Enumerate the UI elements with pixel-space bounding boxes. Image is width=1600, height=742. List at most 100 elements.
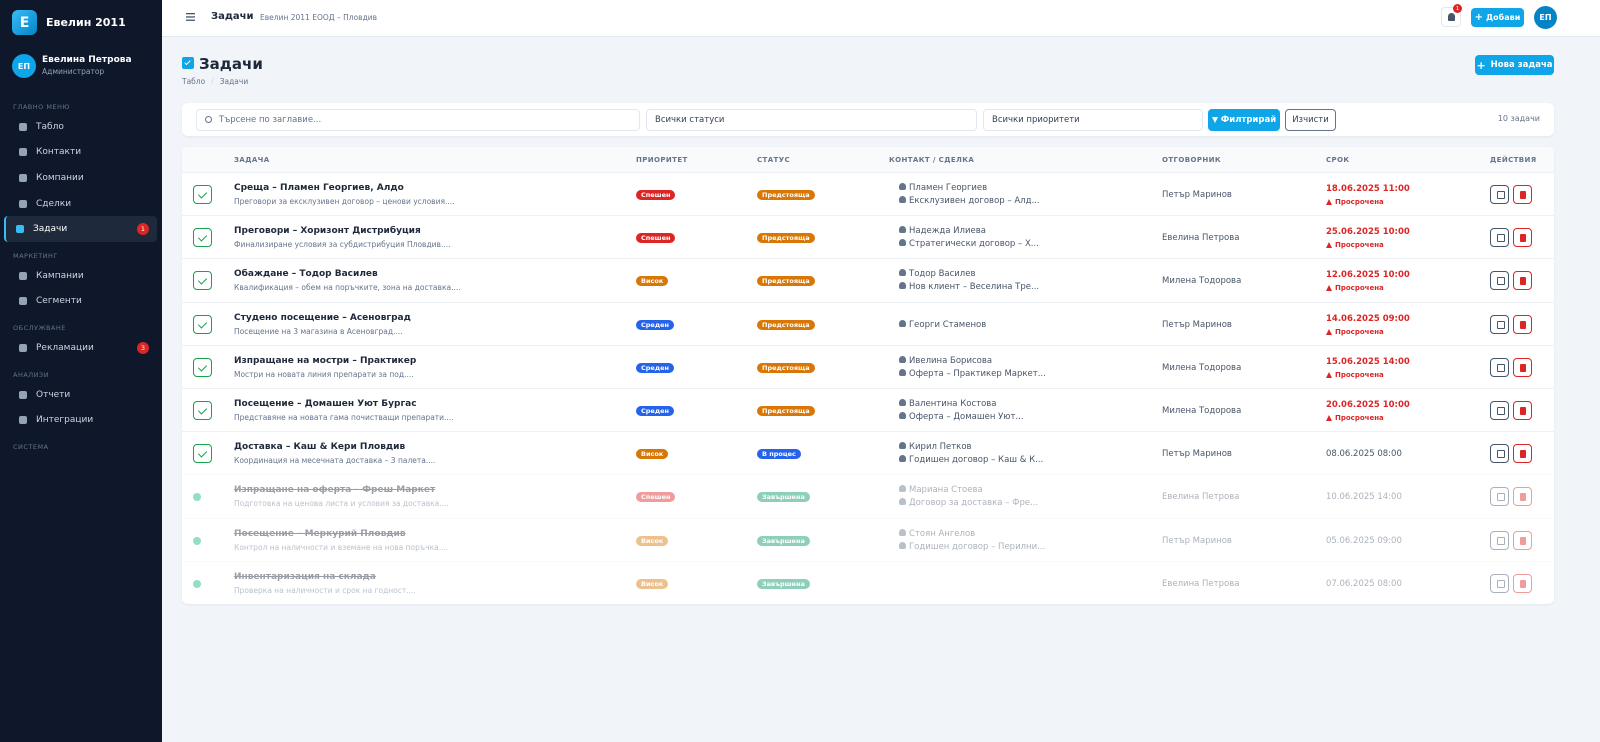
task-description: Контрол на наличности и вземане на нова … [234, 542, 449, 552]
topbar-title: Задачи [211, 11, 254, 22]
delete-button[interactable] [1513, 487, 1532, 507]
nav-item[interactable]: Интеграции [4, 407, 157, 433]
task-description: Посещение на 3 магазина в Асеновград.... [234, 326, 403, 336]
contact: Тодор Василев [899, 269, 975, 279]
edit-button[interactable] [1490, 314, 1509, 334]
column-header: ДЕЙСТВИЯ [1490, 156, 1537, 164]
column-header: СТАТУС [757, 156, 791, 164]
topbar: Задачи Евелин 2011 ЕООД – Пловдив 1 + Доб… [162, 0, 1600, 37]
overdue-label: Просрочена [1335, 284, 1384, 293]
status-select[interactable]: Всички статуси [646, 109, 977, 131]
nav-item[interactable]: Табло [4, 114, 157, 140]
deal-name: Годишен договор – Каш & К... [909, 455, 1044, 466]
avatar[interactable]: ЕП [1534, 6, 1557, 29]
edit-button[interactable] [1490, 530, 1509, 550]
complete-checkbox[interactable] [193, 401, 212, 420]
search-input[interactable]: Търсене по заглавие... [196, 109, 640, 131]
delete-button[interactable] [1513, 444, 1532, 464]
nav-item[interactable]: Рекламации 3 [4, 335, 157, 361]
column-header: СРОК [1326, 156, 1350, 164]
logo: Е [12, 10, 37, 35]
status-select-label: Всички статуси [655, 115, 725, 125]
priority-badge: Висок [636, 578, 669, 589]
edit-button[interactable] [1490, 271, 1509, 291]
task-row: Изпращане на мостри – Практикер Мостри на… [182, 344, 1554, 388]
done-indicator [193, 493, 201, 502]
sidebar: Е Евелин 2011 ЕП Евелина Петрова Админис… [0, 0, 162, 742]
menu-toggle[interactable] [186, 13, 195, 21]
edit-button[interactable] [1490, 228, 1509, 248]
nav-item[interactable]: Сделки [4, 191, 157, 217]
nav-label: Компании [36, 172, 84, 183]
new-task-button[interactable]: + Нова задача [1475, 55, 1554, 75]
delete-button[interactable] [1513, 573, 1532, 593]
user-name: Евелина Петрова [42, 55, 132, 65]
delete-button[interactable] [1513, 185, 1532, 204]
nav-item[interactable]: Компании [4, 165, 157, 191]
nav-label: Табло [36, 121, 64, 132]
overdue-flag: Просрочена [1326, 198, 1384, 206]
nav-icon [19, 416, 27, 425]
nav-item[interactable]: Задачи 1 [4, 216, 157, 242]
owner: Петър Маринов [1162, 319, 1232, 330]
status-badge: Завършена [757, 492, 810, 503]
status-badge: Предстояща [757, 406, 815, 416]
status-badge: Предстояща [757, 362, 815, 373]
task-title: Студено посещение – Асеновград [234, 312, 411, 323]
complete-checkbox[interactable] [193, 444, 212, 464]
edit-button[interactable] [1490, 573, 1509, 593]
edit-button[interactable] [1490, 357, 1509, 377]
delete-button[interactable] [1513, 228, 1532, 248]
nav-item[interactable]: Сегменти [4, 289, 157, 315]
clear-button[interactable]: Изчисти [1285, 109, 1336, 131]
edit-button[interactable] [1490, 185, 1509, 204]
priority-badge: Висок [636, 276, 669, 287]
task-description: Финализиране условия за субдистрибуция П… [234, 240, 451, 250]
owner: Петър Маринов [1162, 449, 1232, 460]
delete-button[interactable] [1513, 357, 1532, 377]
contact-name: Надежда Илиева [909, 226, 986, 237]
spacer [0, 361, 162, 364]
nav-label: Рекламации [36, 342, 94, 353]
contact: Мариана Стоева [899, 485, 983, 495]
due-date: 20.06.2025 10:00 [1326, 400, 1410, 410]
edit-button[interactable] [1490, 401, 1509, 420]
nav-item[interactable]: Кампании [4, 263, 157, 289]
due-date: 05.06.2025 09:00 [1326, 535, 1402, 546]
nav-item[interactable]: Контакти [4, 140, 157, 166]
delete-button[interactable] [1513, 271, 1532, 291]
deal-name: Оферта – Практикер Маркет... [909, 368, 1046, 379]
breadcrumb-link[interactable]: Табло [182, 77, 206, 86]
task-row: Обаждане – Тодор Василев Квалификация – о… [182, 258, 1554, 301]
clear-button-label: Изчисти [1292, 115, 1329, 125]
brand: Евелин 2011 [46, 16, 126, 29]
column-header: ОТГОВОРНИК [1162, 156, 1221, 164]
edit-button[interactable] [1490, 487, 1509, 507]
edit-button[interactable] [1490, 444, 1509, 464]
owner: Петър Маринов [1162, 190, 1232, 200]
complete-checkbox[interactable] [193, 357, 212, 377]
complete-checkbox[interactable] [193, 271, 212, 291]
complete-checkbox[interactable] [193, 228, 212, 248]
nav-item[interactable]: Отчети [4, 382, 157, 408]
add-button[interactable]: + Добави [1471, 8, 1524, 27]
column-header: КОНТАКТ / СДЕЛКА [889, 156, 975, 164]
deal: Оферта – Практикер Маркет... [899, 368, 1046, 379]
due-date: 08.06.2025 08:00 [1326, 449, 1402, 460]
complete-checkbox[interactable] [193, 185, 212, 204]
delete-button[interactable] [1513, 530, 1532, 550]
notifications[interactable]: 1 [1441, 4, 1462, 27]
nav-label: Сегменти [36, 296, 82, 307]
delete-button[interactable] [1513, 314, 1532, 334]
nav-badge: 3 [137, 342, 149, 355]
delete-button[interactable] [1513, 401, 1532, 420]
owner: Евелина Петрова [1162, 233, 1240, 244]
breadcrumb: Табло / Задачи [182, 77, 249, 86]
task-title: Доставка – Каш & Кери Пловдив [234, 442, 406, 453]
filter-button[interactable]: Филтрирай [1208, 109, 1280, 131]
task-title: Обаждане – Тодор Василев [234, 269, 378, 280]
task-title: Изпращане на оферта – Фреш Маркет [234, 485, 436, 496]
complete-checkbox[interactable] [193, 314, 212, 334]
priority-select[interactable]: Всички приоритети [983, 109, 1203, 131]
nav-section-title: МАРКЕТИНГ [13, 251, 58, 260]
